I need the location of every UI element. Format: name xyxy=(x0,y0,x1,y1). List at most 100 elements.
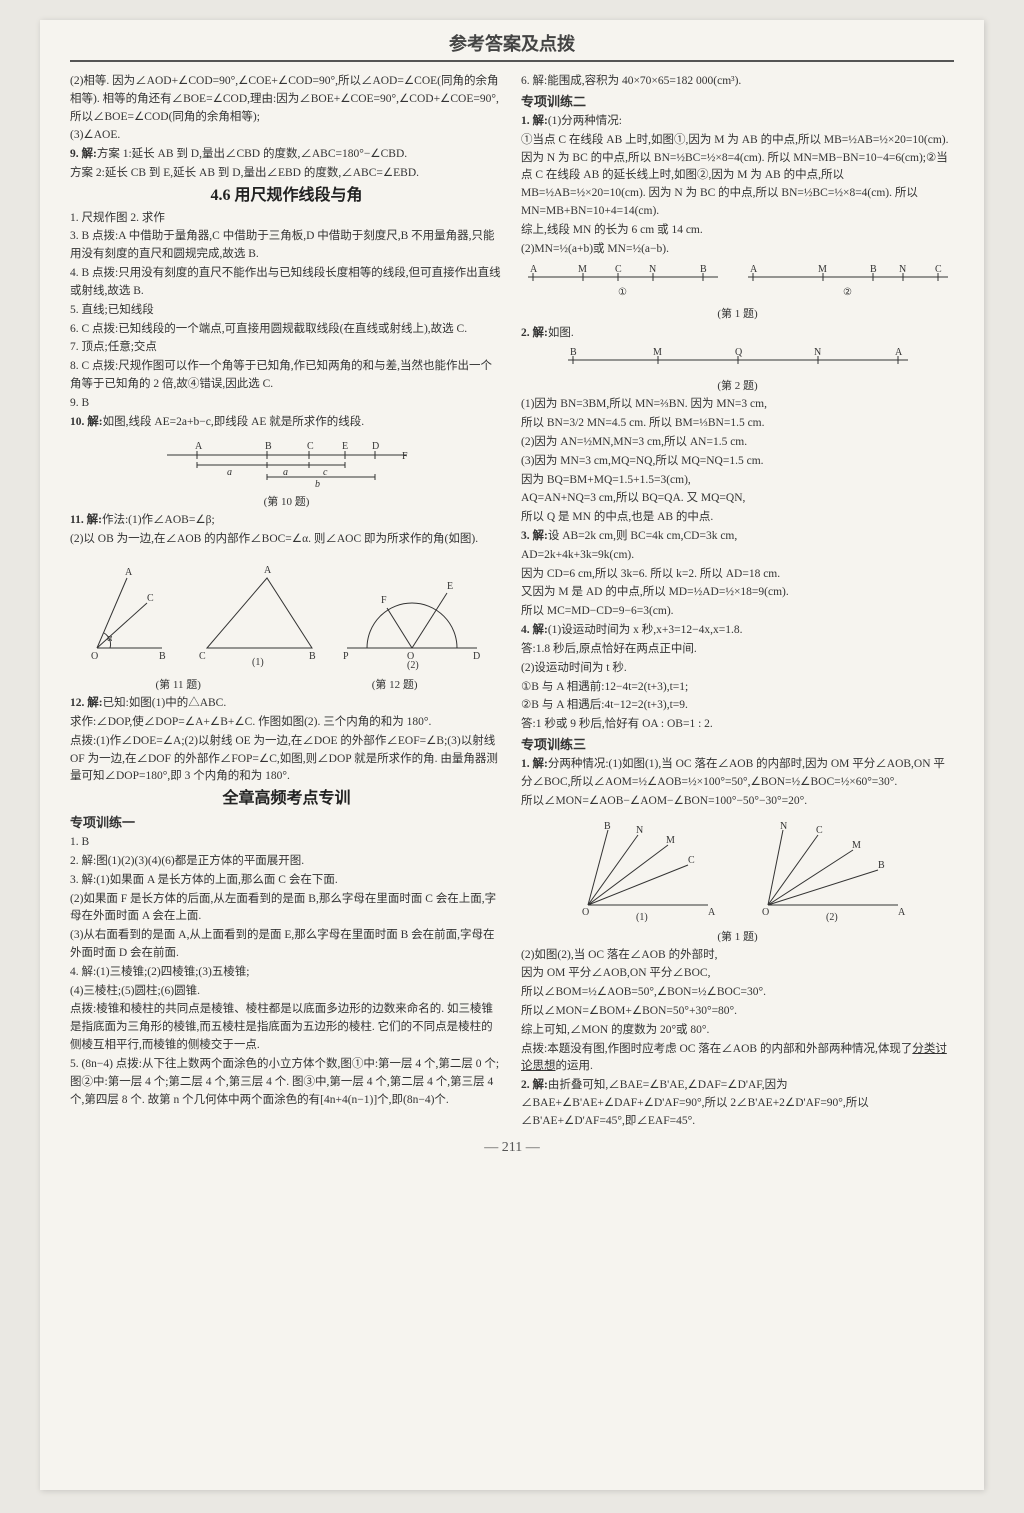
pt: A xyxy=(195,441,203,452)
text: 已知:如图(1)中的△ABC. xyxy=(103,697,227,709)
label: 1. 解: xyxy=(521,115,548,127)
text: 4. 解:(1)设运动时间为 x 秒,x+3=12−4x,x=1.8. xyxy=(521,622,954,640)
figure-number-lines: A M C N B ① A M B N C ② xyxy=(523,262,953,302)
label: 9. 解: xyxy=(70,148,97,160)
text: (3)从右面看到的是面 A,从上面看到的是面 E,那么字母在里面时面 B 会在前… xyxy=(70,927,503,963)
text: (2)如图(2),当 OC 落在∠AOB 的外部时, xyxy=(521,947,954,965)
text: (2)相等. 因为∠AOD+∠COD=90°,∠COE+∠COD=90°,所以∠… xyxy=(70,73,503,126)
label: 4. 解: xyxy=(521,624,548,636)
figure-caption: (第 1 题) xyxy=(521,929,954,946)
text: 7. 顶点;任意;交点 xyxy=(70,339,503,357)
text: 综上,线段 MN 的长为 6 cm 或 14 cm. xyxy=(521,222,954,240)
pt: E xyxy=(447,581,453,592)
pt: C xyxy=(307,441,314,452)
text: (2)因为 AN=½MN,MN=3 cm,所以 AN=1.5 cm. xyxy=(521,434,954,452)
pt: F xyxy=(381,595,387,606)
page-number: — 211 — xyxy=(70,1140,954,1156)
page-title: 参考答案及点拨 xyxy=(70,30,954,56)
right-column: 6. 解:能围成,容积为 40×70×65=182 000(cm³). 专项训练… xyxy=(521,72,954,1132)
pt: α xyxy=(107,633,113,644)
text: 12. 解:已知:如图(1)中的△ABC. xyxy=(70,695,503,713)
lbl: c xyxy=(323,467,328,478)
text: 所以 MC=MD−CD=9−6=3(cm). xyxy=(521,603,954,621)
subsection: 专项训练二 xyxy=(521,92,954,112)
pt: ② xyxy=(843,287,852,298)
text: 1. 解:分两种情况:(1)如图(1),当 OC 落在∠AOB 的内部时,因为 … xyxy=(521,756,954,792)
text: 分两种情况:(1)如图(1),当 OC 落在∠AOB 的内部时,因为 OM 平分… xyxy=(521,758,945,788)
pt: O xyxy=(762,907,769,918)
pt: E xyxy=(342,441,348,452)
lbl: a xyxy=(227,467,232,478)
text: 所以∠MON=∠AOB−∠AOM−∠BON=100°−50°−30°=20°. xyxy=(521,793,954,811)
pt: (2) xyxy=(826,912,838,923)
text: 点拨:(1)作∠DOE=∠A;(2)以射线 OE 为一边,在∠DOE 的外部作∠… xyxy=(70,733,503,786)
pt: A xyxy=(895,347,903,358)
text: ①B 与 A 相遇前:12−4t=2(t+3),t=1; xyxy=(521,679,954,697)
pt: B xyxy=(570,347,577,358)
text: 3. 解:(1)如果面 A 是长方体的上面,那么面 C 会在下面. xyxy=(70,872,503,890)
figure-caption: (第 10 题) xyxy=(70,494,503,511)
text: 6. 解:能围成,容积为 40×70×65=182 000(cm³). xyxy=(521,73,954,91)
text: 9. 解:方案 1:延长 AB 到 D,量出∠CBD 的度数,∠ABC=180°… xyxy=(70,146,503,164)
label: 10. 解: xyxy=(70,416,103,428)
pt: (1) xyxy=(252,657,264,668)
text: 所以∠BOM=½∠AOB=50°,∠BON=½∠BOC=30°. xyxy=(521,984,954,1002)
text: 综上可知,∠MON 的度数为 20°或 80°. xyxy=(521,1022,954,1040)
columns: (2)相等. 因为∠AOD+∠COD=90°,∠COE+∠COD=90°,所以∠… xyxy=(70,72,954,1132)
pt: F xyxy=(402,451,408,462)
text: 因为 BQ=BM+MQ=1.5+1.5=3(cm), xyxy=(521,472,954,490)
pt: M xyxy=(578,264,587,275)
pt: N xyxy=(649,264,656,275)
pt: N xyxy=(899,264,906,275)
subsection: 专项训练三 xyxy=(521,735,954,755)
page: 参考答案及点拨 (2)相等. 因为∠AOD+∠COD=90°,∠COE+∠COD… xyxy=(40,20,984,1490)
pt: (2) xyxy=(407,660,419,671)
pt: B xyxy=(700,264,707,275)
pt: A xyxy=(125,567,133,578)
figure-caption-row: (第 11 题) (第 12 题) xyxy=(70,677,503,694)
figure-11-12: A C O B α A C B (1) xyxy=(77,553,497,673)
label: 2. 解: xyxy=(521,327,548,339)
text: 9. B xyxy=(70,395,503,413)
text: (2)以 OB 为一边,在∠AOB 的内部作∠BOC=∠α. 则∠AOC 即为所… xyxy=(70,531,503,549)
text: 2. 解:图(1)(2)(3)(4)(6)都是正方体的平面展开图. xyxy=(70,853,503,871)
pt: C xyxy=(935,264,942,275)
label: 3. 解: xyxy=(521,530,548,542)
pt: A xyxy=(898,907,906,918)
lbl: a xyxy=(283,467,288,478)
pt: M xyxy=(852,840,861,851)
pt: P xyxy=(343,651,349,662)
left-column: (2)相等. 因为∠AOD+∠COD=90°,∠COE+∠COD=90°,所以∠… xyxy=(70,72,503,1132)
text: 2. 解:如图. xyxy=(521,325,954,343)
figure-10: A B C E D F xyxy=(157,435,417,490)
figure-caption: (第 11 题) xyxy=(155,677,200,694)
pt: D xyxy=(473,651,480,662)
text: 5. 直线;已知线段 xyxy=(70,302,503,320)
text: AD=2k+4k+3k=9k(cm). xyxy=(521,547,954,565)
text: 6. C 点拨:已知线段的一个端点,可直接用圆规截取线段(在直线或射线上),故选… xyxy=(70,321,503,339)
text: 1. B xyxy=(70,834,503,852)
text: 点拨:本题没有图,作图时应考虑 OC 落在∠AOB 的内部和外部两种情况,体现了… xyxy=(521,1041,954,1077)
pt: B xyxy=(159,651,166,662)
text: 4. B 点拨:只用没有刻度的直尺不能作出与已知线段长度相等的线段,但可直接作出… xyxy=(70,265,503,301)
text: 5. (8n−4) 点拨:从下往上数两个面涂色的小立方体个数,图①中:第一层 4… xyxy=(70,1056,503,1109)
pt: A xyxy=(750,264,758,275)
figure-caption: (第 12 题) xyxy=(372,677,418,694)
text: 1. 解:(1)分两种情况: xyxy=(521,113,954,131)
text: 因为 CD=6 cm,所以 3k=6. 所以 k=2. 所以 AD=18 cm. xyxy=(521,566,954,584)
lbl: b xyxy=(315,479,320,490)
text: ①当点 C 在线段 AB 上时,如图①,因为 M 为 AB 的中点,所以 MB=… xyxy=(521,132,954,221)
pt: A xyxy=(264,565,272,576)
text: 的运用. xyxy=(556,1060,593,1072)
pt: C xyxy=(688,855,695,866)
text: 答:1 秒或 9 秒后,恰好有 OA : OB=1 : 2. xyxy=(521,716,954,734)
section-title: 4.6 用尺规作线段与角 xyxy=(70,184,503,209)
pt: D xyxy=(372,441,379,452)
pt: (1) xyxy=(636,912,648,923)
text: 如图. xyxy=(548,327,574,339)
pt: C xyxy=(199,651,206,662)
text: (2)MN=½(a+b)或 MN=½(a−b). xyxy=(521,241,954,259)
pt: B xyxy=(309,651,316,662)
figure-caption: (第 2 题) xyxy=(521,378,954,395)
text: (2)设运动时间为 t 秒. xyxy=(521,660,954,678)
